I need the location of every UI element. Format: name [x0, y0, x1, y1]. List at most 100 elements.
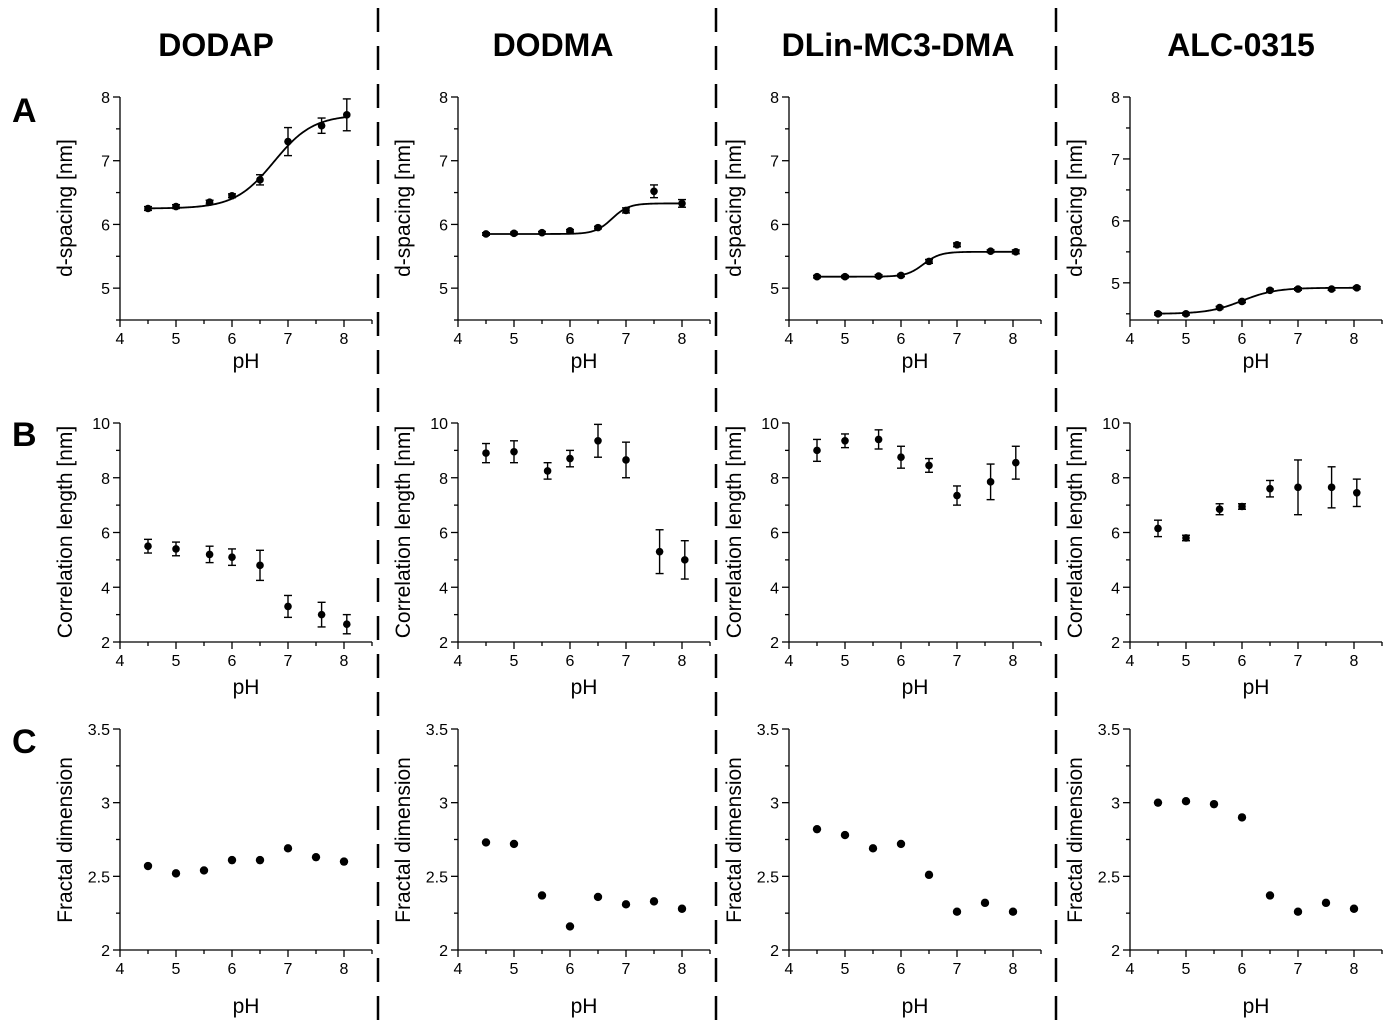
panel-a-alc-0315-y-tick-label: 8	[1111, 90, 1120, 107]
panel-c-alc-0315-x-axis-title: pH	[1243, 995, 1270, 1018]
panel-a-alc-0315-x-tick-label: 4	[1126, 331, 1135, 348]
panel-a-dodap-fit-curve	[147, 116, 347, 210]
panel-c-alc-0315: 4 5 6 7 8 2 2.5 3 3.5 pH Fractal dimension	[1064, 722, 1383, 1018]
panel-c-dodma-y-tick-label: 2.5	[426, 869, 448, 886]
panel-a-alc-0315-data-point	[1215, 303, 1224, 312]
panel-a-alc-0315-x-tick-label: 5	[1182, 331, 1191, 348]
panel-b-dodap-y-tick-label: 8	[101, 471, 110, 488]
panel-b-alc-0315-x-tick-label: 7	[1294, 653, 1303, 670]
panel-b-dlin-mc3-dma-data-point	[841, 436, 849, 445]
panel-a-alc-0315-data-point	[1327, 285, 1336, 293]
panel-c-dodma-data-point	[565, 922, 575, 931]
panel-a-dodma-x-tick-label: 8	[678, 331, 687, 348]
panel-a-dodap-x-tick-label: 6	[228, 331, 237, 348]
panel-b-dodap-data-point	[284, 602, 292, 611]
panel-c-dodap-data-point	[143, 861, 153, 871]
panel-c-dodap-y-tick-label: 2	[101, 943, 110, 960]
panel-c-alc-0315-data-point	[1209, 799, 1219, 809]
panel-c-dodap-y-tick-label: 2.5	[88, 869, 110, 886]
column-title-dodma: DODMA	[493, 27, 614, 63]
panel-a-dlin-mc3-dma-x-tick-label: 8	[1009, 331, 1018, 348]
panel-a-dlin-mc3-dma-y-tick-label: 6	[770, 217, 779, 234]
panel-a-dodap-data-point	[205, 198, 214, 206]
panel-b-alc-0315-data-point	[1327, 483, 1336, 492]
panel-b-dlin-mc3-dma-y-tick-label: 6	[770, 526, 779, 543]
panel-b-dodap-data-point	[172, 545, 180, 553]
panel-b-dlin-mc3-dma-y-tick-label: 8	[770, 471, 779, 488]
panel-c-dodma-data-point	[481, 838, 491, 847]
panel-b-alc-0315-data-point	[1294, 483, 1302, 492]
panel-b-dodap-x-tick-label: 8	[340, 653, 349, 670]
panel-a-dodma-data-point	[678, 199, 686, 208]
panel-b-alc-0315-y-tick-label: 4	[1111, 580, 1120, 597]
panel-b-alc-0315-y-tick-label: 6	[1111, 526, 1120, 543]
column-separators	[376, 8, 1058, 1027]
panel-b-dlin-mc3-dma-x-tick-label: 4	[785, 653, 794, 670]
panel-c-dodap-data-point	[339, 857, 349, 866]
panel-c-alc-0315-y-tick-label: 3	[1111, 796, 1120, 813]
panel-c-alc-0315-data-point	[1153, 798, 1163, 807]
panel-a-alc-0315-data-point	[1294, 285, 1302, 293]
panel-a-dlin-mc3-dma-x-tick-label: 7	[953, 331, 962, 348]
panel-b-dodap-x-tick-label: 6	[228, 653, 237, 670]
panel-a-dlin-mc3-dma-y-tick-label: 5	[770, 281, 779, 298]
panel-b-dlin-mc3-dma-y-tick-label: 2	[770, 635, 779, 652]
panel-b-dodap-data-point	[317, 610, 326, 619]
panel-a-alc-0315-x-tick-label: 6	[1238, 331, 1247, 348]
panel-c-dodap-x-tick-label: 7	[284, 961, 293, 978]
panel-b-dodap-data-point	[343, 620, 351, 629]
panel-b-alc-0315-x-tick-label: 5	[1182, 653, 1191, 670]
panel-c-dlin-mc3-dma-x-axis-title: pH	[902, 995, 929, 1018]
panel-a-dodap-data-point	[144, 204, 152, 213]
panel-b-dodma-data-point	[482, 449, 490, 457]
panel-a-dodap-data-point	[284, 137, 292, 146]
panel-c-dlin-mc3-dma-data-point	[868, 844, 878, 853]
panel-b-dodma-data-point	[543, 467, 552, 475]
panel-c-alc-0315-y-tick-label: 2.5	[1098, 869, 1120, 886]
panel-c-dodma-x-tick-label: 4	[454, 961, 463, 978]
panel-a-dodap-x-tick-label: 5	[172, 331, 181, 348]
panel-c-dodap-y-axis-title: Fractal dimension	[54, 757, 77, 923]
panel-b-dlin-mc3-dma-data-point	[986, 478, 995, 486]
panel-c-dodma-x-tick-label: 8	[678, 961, 687, 978]
panel-b-dodap-y-tick-label: 10	[92, 416, 110, 433]
panel-b-alc-0315-data-point	[1182, 534, 1190, 542]
panel-c-dodma-data-point	[593, 892, 603, 902]
panel-a-dodap-y-tick-label: 6	[101, 217, 110, 234]
panel-b-dlin-mc3-dma-data-point	[874, 435, 883, 444]
panel-b-alc-0315-x-axis-title: pH	[1243, 676, 1270, 699]
chart-panels: 4 5 6 7 8 5 6 7 8 pH d-spacing [nm] 4 5 6 7 8 5 6 7 8 pH d-sp…	[54, 90, 1383, 1018]
panel-b-alc-0315-data-point	[1266, 484, 1274, 493]
panel-a-dodap-y-tick-label: 8	[101, 90, 110, 107]
panel-a-dodap-x-axis-title: pH	[233, 350, 260, 373]
panel-b-alc-0315-data-point	[1238, 502, 1246, 511]
panel-b-alc-0315-data-point	[1215, 505, 1224, 514]
panel-b-dodma-x-tick-label: 7	[622, 653, 631, 670]
panel-c-alc-0315-data-point	[1181, 796, 1191, 806]
panel-a-dodap: 4 5 6 7 8 5 6 7 8 pH d-spacing [nm]	[54, 90, 373, 373]
panel-c-dodap: 4 5 6 7 8 2 2.5 3 3.5 pH Fractal dimension	[54, 722, 373, 1018]
panel-c-alc-0315-data-point	[1321, 898, 1331, 908]
panel-b-alc-0315-x-tick-label: 8	[1350, 653, 1359, 670]
column-title-alc-0315: ALC-0315	[1167, 27, 1315, 63]
panel-c-dodap-x-tick-label: 8	[340, 961, 349, 978]
panel-c-dodma-data-point	[649, 897, 659, 906]
panel-c-alc-0315-x-tick-label: 6	[1238, 961, 1247, 978]
panel-c-alc-0315-data-point	[1293, 907, 1303, 916]
panel-a-dodap-data-point	[228, 191, 236, 200]
panel-b-alc-0315-y-tick-label: 10	[1102, 416, 1120, 433]
panel-a-dodap-data-point	[317, 121, 326, 130]
panel-a-dodap-y-tick-label: 7	[101, 154, 110, 171]
panel-b-dodap-x-tick-label: 7	[284, 653, 293, 670]
panel-c-dodap-y-tick-label: 3	[101, 796, 110, 813]
panel-b-dodma-data-point	[681, 556, 689, 564]
panel-a-dodma-x-tick-label: 6	[566, 331, 575, 348]
panel-b-dodap-data-point	[228, 553, 236, 561]
panel-a-dodap-data-point	[343, 111, 351, 119]
panel-c-dodap-x-axis-title: pH	[233, 995, 260, 1018]
column-titles: DODAP DODMA DLin-MC3-DMA ALC-0315	[158, 27, 1315, 63]
panel-a-alc-0315-y-tick-label: 6	[1111, 214, 1120, 231]
panel-a-dodma-x-tick-label: 4	[454, 331, 463, 348]
panel-a-dlin-mc3-dma-fit-curve	[817, 250, 1016, 278]
panel-a-dlin-mc3-dma-x-tick-label: 4	[785, 331, 794, 348]
